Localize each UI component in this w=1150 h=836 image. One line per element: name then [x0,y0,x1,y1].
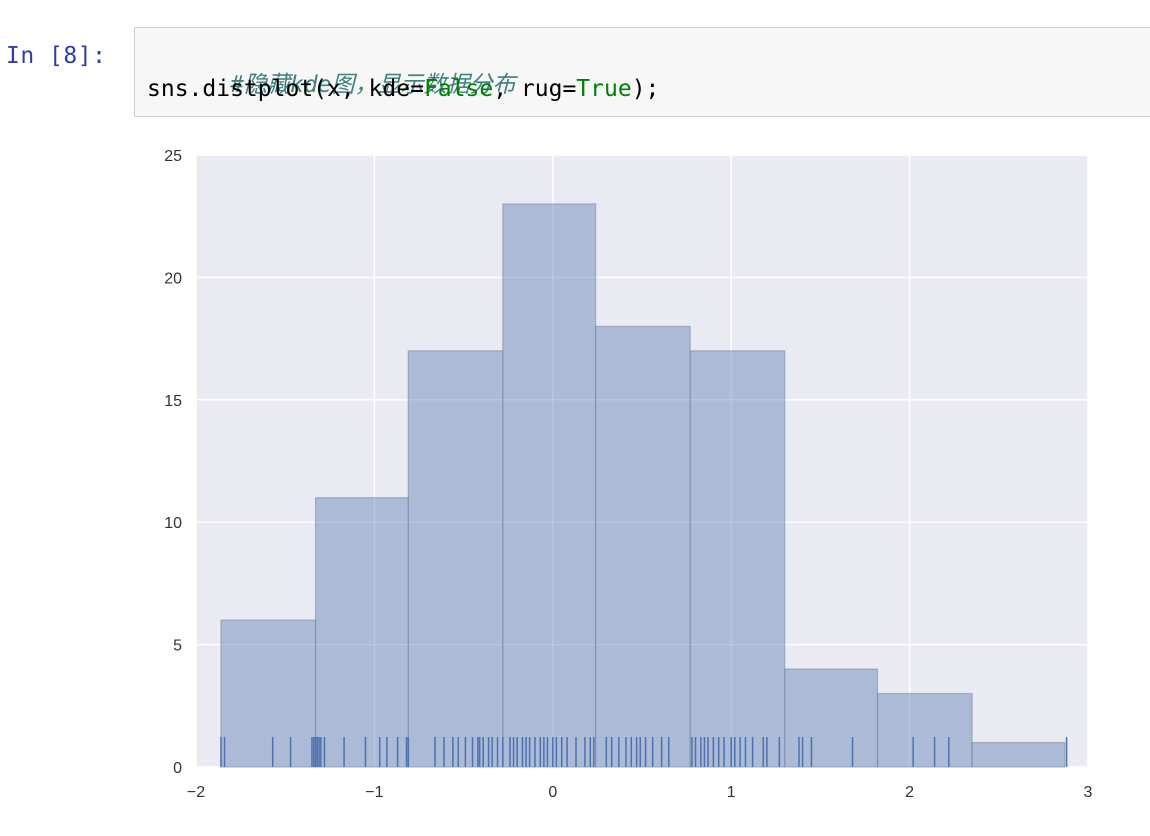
code-fn-call: sns.distplot(x, kde= [147,76,424,102]
y-tick-label: 5 [173,638,182,655]
cell-prompt: In [8]: [6,43,107,69]
x-tick-label: 3 [1084,784,1093,801]
histogram-bar [595,325,691,768]
histogram-bar [689,350,786,768]
y-tick-label: 25 [164,148,182,165]
histogram-bar [876,692,973,768]
code-line-call: sns.distplot(x, kde=False, rug=True); [147,76,659,102]
code-keyword-false: False [423,76,494,102]
code-arg-rug: , rug= [493,76,577,102]
x-tick-label: 1 [727,784,736,801]
code-end: ); [631,76,660,102]
code-cell[interactable]: In [8]: #隐藏kde图，显示数据分布 sns.distplot(x, k… [0,27,1150,123]
histogram-bar [220,619,317,768]
x-tick-label: −2 [187,784,205,801]
cell-output: 0 5 10 15 20 25 −2 −1 0 1 2 3 [0,130,1150,836]
histogram-bar [971,741,1066,768]
histogram-bar [407,350,504,768]
y-tick-label: 15 [164,393,182,410]
histogram-bar [502,203,597,768]
y-tick-label: 20 [164,270,182,287]
code-comment: #隐藏kde图，显示数据分布 [230,72,516,98]
histogram-bar [784,668,879,768]
x-tick-label: −1 [365,784,383,801]
code-keyword-true: True [576,76,632,102]
y-tick-label: 0 [173,760,182,777]
histogram-bar [314,497,409,768]
x-tick-label: 0 [548,784,557,801]
plot-background [196,155,1088,767]
histogram-plot: 0 5 10 15 20 25 −2 −1 0 1 2 3 [164,148,1093,801]
x-tick-label: 2 [905,784,914,801]
y-tick-label: 10 [164,515,182,532]
code-line-comment: #隐藏kde图，显示数据分布 [147,39,515,125]
code-input-area[interactable]: #隐藏kde图，显示数据分布 sns.distplot(x, kde=False… [134,27,1150,117]
